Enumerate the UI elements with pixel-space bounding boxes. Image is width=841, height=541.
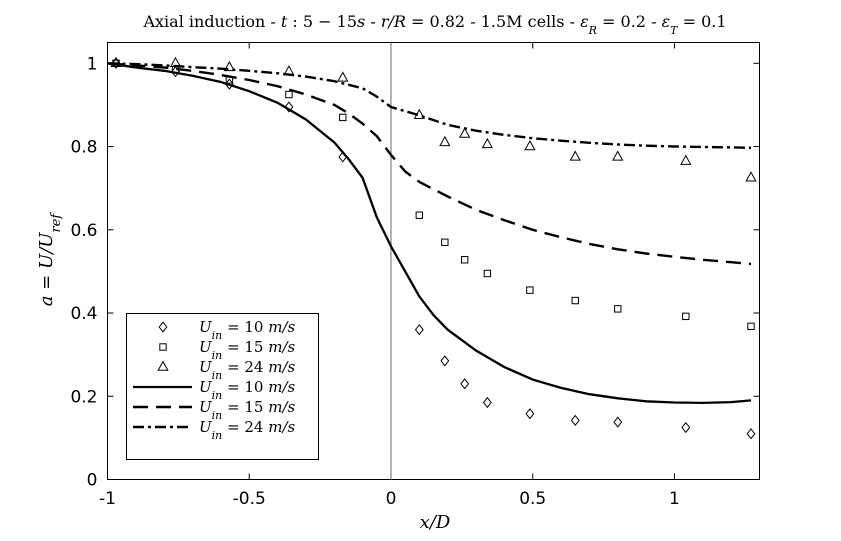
chart-title: Axial induction - t : 5 − 15s - r/R = 0.… (142, 12, 726, 37)
data-point-diamond (746, 428, 756, 440)
data-point-diamond (338, 151, 348, 163)
data-point-diamond (171, 66, 180, 78)
series-line-solid (107, 62, 752, 405)
y-tick-label: 0 (87, 471, 98, 491)
data-point-triangle (110, 56, 122, 68)
legend-marker-triangle (157, 360, 169, 371)
data-point-square (441, 238, 449, 246)
legend-label: Uin = 10 m/s (199, 378, 296, 402)
legend-entry: Uin = 15 m/s (133, 398, 296, 422)
series-line-dashed (107, 62, 752, 266)
legend-label: Uin = 15 m/s (199, 398, 296, 422)
legend-marker-square (159, 343, 167, 351)
x-tick-label: 1 (669, 489, 680, 509)
data-point-triangle (413, 108, 425, 120)
data-point-square (483, 269, 492, 278)
data-point-diamond (414, 324, 424, 336)
legend-entry: Uin = 24 m/s (133, 418, 296, 442)
legend-entry: Uin = 15 m/s (159, 338, 296, 362)
data-point-square (460, 256, 469, 264)
data-point-triangle (745, 171, 757, 182)
data-point-diamond (681, 421, 691, 434)
data-point-triangle (223, 60, 236, 72)
data-point-triangle (169, 56, 182, 68)
data-point-diamond (224, 78, 234, 90)
legend-label: Uin = 24 m/s (199, 418, 296, 442)
data-point-triangle (612, 150, 624, 161)
data-point-square (614, 305, 622, 313)
legend-label: Uin = 10 m/s (199, 318, 296, 342)
data-point-square (747, 322, 755, 331)
x-tick-label: -1 (99, 489, 116, 509)
data-point-triangle (337, 71, 349, 82)
x-tick-label: 0.5 (519, 489, 546, 509)
legend-entry: Uin = 24 m/s (157, 358, 296, 382)
x-axis-label: x/D (420, 512, 451, 533)
data-point-square (415, 211, 424, 219)
data-point-diamond (460, 378, 470, 390)
legend-entry: Uin = 10 m/s (133, 378, 296, 402)
data-point-diamond (525, 408, 535, 420)
data-point-triangle (283, 65, 295, 76)
data-point-diamond (482, 396, 492, 409)
y-tick-label: 0.4 (70, 304, 97, 324)
legend-marker-diamond (158, 321, 168, 333)
data-point-square (285, 90, 293, 99)
data-point-square (526, 286, 534, 294)
data-point-square (225, 76, 234, 84)
data-point-diamond (613, 416, 623, 428)
legend-entry: Uin = 10 m/s (158, 318, 296, 342)
y-tick-label: 0.6 (70, 221, 97, 241)
data-point-square (339, 113, 347, 122)
data-point-triangle (680, 154, 692, 165)
data-point-square (571, 296, 579, 305)
y-axis-label: a = U/Uref (36, 212, 64, 307)
data-point-triangle (481, 137, 494, 149)
legend-label: Uin = 15 m/s (199, 338, 296, 362)
data-point-triangle (459, 127, 471, 138)
data-point-triangle (439, 135, 451, 147)
data-point-square (682, 312, 690, 321)
y-tick-label: 0.2 (70, 387, 97, 407)
data-point-diamond (440, 355, 450, 367)
data-point-diamond (284, 101, 294, 113)
y-tick-label: 1 (87, 54, 98, 74)
plot-area (107, 42, 760, 480)
x-tick-label: 0 (386, 489, 397, 509)
data-point-triangle (569, 150, 581, 161)
data-point-triangle (524, 140, 536, 151)
legend-label: Uin = 24 m/s (199, 358, 296, 382)
axis-ticks: -1 -0.5 0 0.5 1 0 0.2 0.4 0.6 0.8 1 (70, 42, 760, 509)
x-tick-label: -0.5 (233, 489, 266, 509)
series-markers (110, 56, 757, 440)
data-point-diamond (570, 414, 580, 427)
series-line-dash-dot (107, 62, 752, 149)
y-tick-label: 0.8 (70, 138, 97, 158)
